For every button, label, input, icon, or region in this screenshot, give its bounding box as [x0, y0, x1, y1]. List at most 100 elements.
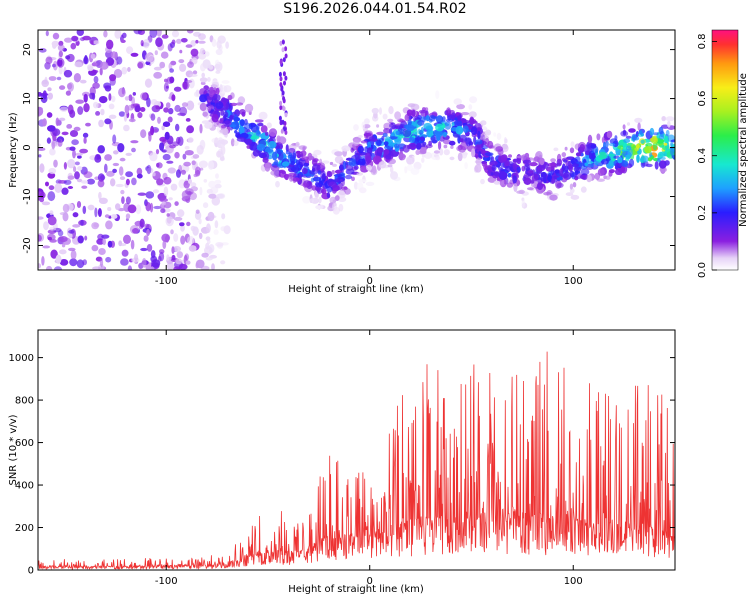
- spectrogram-cell: [195, 166, 201, 175]
- spectrogram-cell: [337, 196, 347, 202]
- spectrogram-y-tick-label: 20: [22, 43, 33, 56]
- spectrogram-cell: [238, 126, 245, 135]
- spectrogram-cell: [213, 229, 219, 235]
- spectrogram-cell: [284, 75, 288, 81]
- spectrogram-cell: [670, 139, 675, 143]
- spectrogram-cell: [211, 38, 217, 48]
- spectrogram-cell: [341, 145, 351, 152]
- spectrogram-cell: [559, 168, 563, 177]
- spectrogram-cell: [652, 132, 659, 136]
- spectrogram-cell: [90, 40, 94, 45]
- spectrogram-cell: [340, 186, 348, 191]
- spectrogram-cell: [189, 73, 198, 77]
- spectrogram-cell: [58, 50, 64, 58]
- spectrogram-cell: [255, 129, 260, 137]
- spectrogram-cell: [56, 76, 62, 81]
- spectrogram-cell: [76, 30, 84, 36]
- spectrogram-cell: [157, 116, 161, 124]
- spectrogram-cell: [421, 157, 425, 163]
- spectrogram-cell: [282, 96, 286, 102]
- spectrogram-cell: [110, 214, 118, 219]
- spectrogram-cell: [626, 145, 632, 151]
- spectrogram-cell: [318, 196, 322, 204]
- spectrogram-cell: [281, 47, 285, 53]
- spectrogram-cell: [52, 32, 60, 40]
- spectrogram-cell: [285, 144, 289, 152]
- spectrogram-cell: [191, 160, 196, 166]
- spectrogram-cell: [80, 219, 84, 226]
- spectrogram-cell: [72, 149, 76, 159]
- spectrogram-cell: [210, 84, 218, 88]
- spectrogram-cell: [478, 151, 482, 158]
- spectrogram-cell: [424, 152, 432, 159]
- spectrogram-cell: [89, 92, 95, 100]
- spectrogram-cell: [282, 57, 286, 63]
- spectrogram-cell: [219, 156, 225, 162]
- spectrogram-cell: [262, 157, 269, 163]
- spectrogram-cell: [155, 149, 160, 155]
- spectrogram-cell: [659, 167, 668, 173]
- spectrogram-cell: [105, 57, 115, 66]
- spectrogram-cell: [115, 203, 121, 211]
- spectrogram-cell: [149, 30, 158, 38]
- spectrogram-cell: [49, 226, 57, 231]
- spectrogram-cell: [584, 162, 589, 167]
- spectrogram-cell: [617, 145, 625, 150]
- spectrogram-cell: [223, 120, 232, 128]
- spectrogram-cell: [104, 85, 112, 92]
- spectrogram-cell: [47, 191, 56, 202]
- spectrogram-cell: [236, 136, 246, 142]
- snr-y-tick-label: 400: [15, 481, 34, 492]
- spectrogram-cell: [104, 118, 112, 125]
- spectrogram-cell: [90, 69, 99, 74]
- spectrogram-cell: [136, 167, 143, 176]
- spectrogram-cell: [419, 147, 427, 154]
- spectrogram-cell: [640, 139, 645, 144]
- spectrogram-cell: [438, 141, 442, 151]
- spectrogram-cell: [214, 220, 219, 229]
- spectrogram-cell: [161, 233, 171, 242]
- spectrogram-cell: [211, 196, 221, 206]
- spectrogram-cell: [42, 118, 47, 127]
- spectrogram-cell: [398, 151, 404, 158]
- spectrogram-cell: [244, 138, 253, 146]
- spectrogram-cell: [69, 109, 76, 119]
- spectrogram-cell: [376, 147, 384, 153]
- spectrogram-cell: [504, 165, 512, 173]
- spectrogram-cell: [590, 144, 597, 149]
- spectrogram-cell: [283, 80, 286, 86]
- spectrogram-cell: [561, 152, 567, 158]
- spectrogram-cell: [640, 155, 649, 163]
- spectrogram-cell: [268, 128, 278, 137]
- spectrogram-cell: [295, 141, 300, 148]
- spectrogram-cell: [202, 111, 208, 117]
- spectrogram-cell: [39, 163, 45, 173]
- spectrogram-cell: [61, 187, 69, 195]
- spectrogram-cell: [620, 165, 626, 173]
- spectrogram-cell: [394, 125, 403, 129]
- spectrogram-cell: [171, 39, 176, 45]
- spectrogram-cell: [69, 258, 78, 267]
- spectrogram-cell: [383, 128, 391, 134]
- spectrogram-cell: [507, 172, 512, 178]
- spectrogram-cell: [136, 173, 143, 179]
- spectrogram-cell: [41, 201, 51, 206]
- spectrogram-cell: [97, 208, 102, 217]
- spectrogram-cell: [339, 178, 343, 182]
- spectrogram-cell: [193, 173, 198, 178]
- spectrogram-cell: [195, 39, 199, 44]
- spectrogram-cell: [229, 114, 233, 121]
- spectrogram-cell: [171, 30, 180, 38]
- spectrogram-cell: [586, 174, 592, 183]
- spectrogram-cell: [92, 82, 100, 89]
- colorbar-tick-label: 0.4: [697, 148, 708, 164]
- spectrogram-cell: [371, 107, 379, 114]
- spectrogram-cell: [154, 50, 158, 56]
- spectrogram-cell: [564, 146, 568, 151]
- spectrogram-cell: [171, 254, 176, 261]
- spectrogram-cell: [62, 212, 69, 222]
- spectrogram-cell: [383, 122, 392, 129]
- spectrogram-cell: [461, 119, 471, 124]
- spectrogram-cell: [561, 173, 569, 178]
- spectrogram-cell: [84, 235, 88, 241]
